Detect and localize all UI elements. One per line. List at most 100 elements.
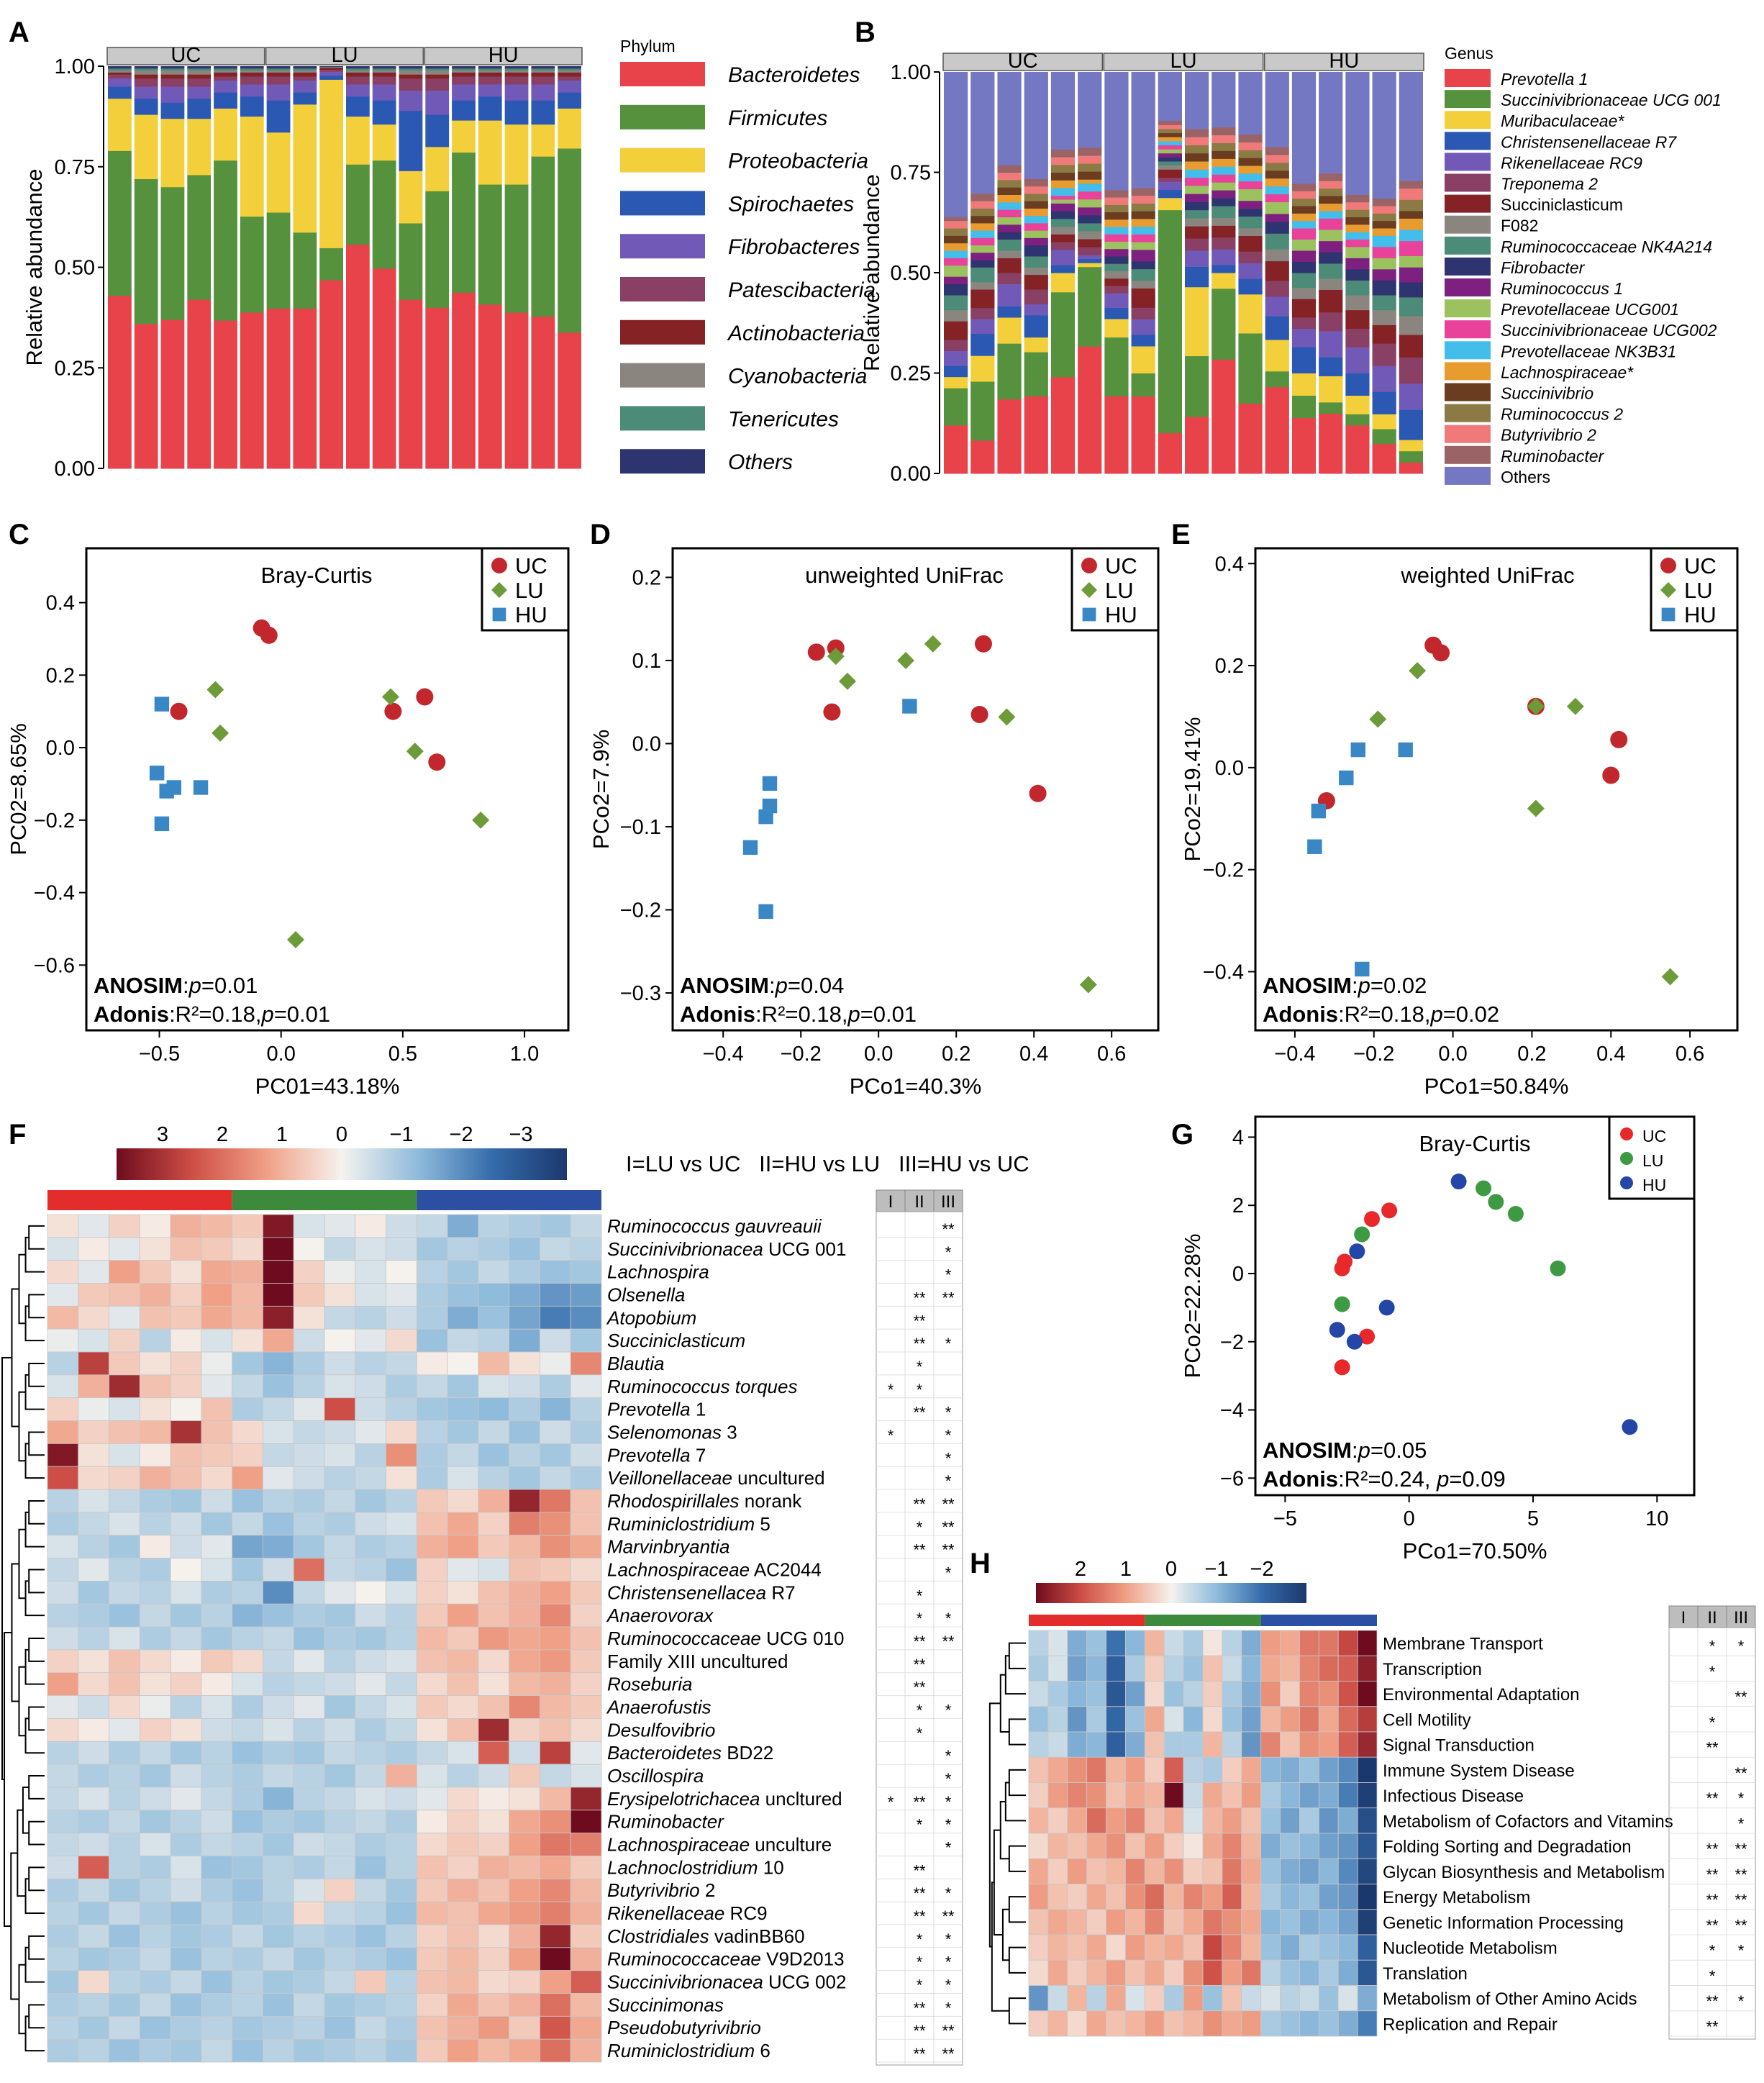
heatmap-cell <box>232 1626 263 1651</box>
sig-mark: ** <box>913 1907 926 1925</box>
heatmap-cell <box>1337 1934 1358 1961</box>
bar-segment <box>452 72 476 77</box>
heatmap-cell <box>386 1214 417 1238</box>
heatmap-cell <box>386 1397 417 1421</box>
bar-segment <box>504 312 529 469</box>
data-point <box>1307 839 1322 854</box>
heatmap-cell <box>1106 1833 1126 1859</box>
heatmap-cell <box>1183 1756 1204 1783</box>
sig-mark: * <box>945 1472 952 1490</box>
bar-segment <box>1024 352 1048 396</box>
heatmap-cell <box>109 1993 140 2017</box>
heatmap-cell <box>201 1718 233 1742</box>
heatmap-cell <box>355 1764 386 1788</box>
sig-mark: ** <box>1706 1841 1719 1859</box>
heatmap-cell <box>1280 1985 1300 2012</box>
panel-label: F <box>9 1119 26 1151</box>
bar-segment <box>1024 237 1048 246</box>
heatmap-cell <box>47 1512 79 1536</box>
heatmap-cell <box>1299 1959 1319 1986</box>
heatmap-cell <box>1067 1756 1088 1783</box>
heatmap-cell <box>139 1672 171 1696</box>
y-tick-label: 0.0 <box>632 732 661 755</box>
heatmap-cell <box>386 1718 417 1742</box>
heatmap-cell <box>355 1833 386 1856</box>
bar-segment <box>1104 278 1129 286</box>
legend-swatch <box>1445 194 1491 213</box>
heatmap-cell <box>478 1374 510 1399</box>
bar-segment <box>944 228 968 236</box>
legend-marker <box>1661 607 1676 622</box>
heatmap-cell <box>232 1443 263 1467</box>
heatmap-cell <box>232 1970 263 1994</box>
heatmap-cell <box>1047 1934 1068 1961</box>
sig-mark: * <box>1709 1967 1716 1985</box>
heatmap-cell <box>1241 1934 1262 1961</box>
heatmap-cell <box>1086 1681 1106 1707</box>
bar-segment <box>1319 210 1343 219</box>
heatmap-cell <box>1047 1681 1068 1707</box>
heatmap-cell <box>509 1833 540 1856</box>
heatmap-cell <box>47 1810 79 1834</box>
heatmap-cell <box>170 1328 202 1353</box>
colorbar <box>1036 1583 1306 1603</box>
heatmap-cell <box>1222 1858 1242 1884</box>
heatmap-cell <box>1183 1858 1204 1884</box>
heatmap-cell <box>1260 1959 1281 1986</box>
bar-segment <box>1185 145 1209 154</box>
heatmap-cell <box>170 1993 202 2017</box>
heatmap-cell <box>1202 1655 1223 1682</box>
bar-segment <box>944 220 968 229</box>
heatmap-cell <box>1357 1909 1378 1935</box>
heatmap-cell <box>1299 1756 1319 1783</box>
heatmap-cell <box>109 1237 140 1261</box>
bar-segment <box>997 72 1022 165</box>
data-point <box>193 780 209 795</box>
row-label-part: Anaerofustis <box>606 1697 711 1718</box>
bar-segment <box>187 74 212 79</box>
heatmap-cell <box>170 1489 202 1513</box>
data-point <box>1622 1419 1638 1435</box>
row-label-part: UCG 002 <box>763 1971 847 1993</box>
heatmap-cell <box>1163 1909 1184 1935</box>
heatmap-cell <box>509 1397 540 1421</box>
heatmap-cell <box>447 1283 479 1307</box>
bar-segment <box>1238 150 1263 158</box>
heatmap-cell <box>478 1856 510 1879</box>
heatmap-cell <box>570 1649 602 1674</box>
heatmap-cell <box>201 1305 233 1330</box>
heatmap-cells <box>47 1214 602 2063</box>
heatmap-cell <box>78 1603 109 1628</box>
heatmap-cell <box>416 1947 448 1971</box>
heatmap-cell <box>201 1214 233 1238</box>
row-label: Prevotella 7 <box>607 1444 706 1466</box>
x-axis-title: PCo1=40.3% <box>850 1074 982 1099</box>
sig-mark: * <box>888 1381 894 1399</box>
data-points <box>742 635 1097 994</box>
row-label: Ruminococcus gauvreauii <box>607 1215 822 1237</box>
bar-segment <box>1050 172 1076 181</box>
row-label: Succinivibrionacea UCG 001 <box>607 1238 846 1260</box>
row-label: Lachnoclostridium 10 <box>607 1856 784 1878</box>
heatmap-cell <box>170 1283 202 1307</box>
panel-label: E <box>1171 519 1191 550</box>
heatmap-cell <box>478 1512 510 1536</box>
colorbar-tick-label: 2 <box>217 1123 228 1146</box>
heatmap-cell <box>263 1947 294 1971</box>
heatmap-cell <box>324 1397 356 1421</box>
heatmap-cell <box>416 1901 448 1925</box>
heatmap-cell <box>1047 1655 1068 1682</box>
heatmap-cell <box>1260 1909 1281 1935</box>
heatmap-cell <box>78 1764 109 1788</box>
row-dendrogram <box>988 1642 1026 2025</box>
heatmap-cell <box>1086 1959 1106 1986</box>
heatmap-cell <box>201 1581 233 1605</box>
row-label: Rikenellaceae RC9 <box>607 1902 768 1924</box>
data-point <box>428 753 446 771</box>
heatmap-cell <box>201 1970 233 1994</box>
heatmap-cell <box>139 1466 171 1490</box>
heatmap-cell <box>293 1649 325 1674</box>
bar-segment <box>1399 267 1423 283</box>
bar-segment <box>346 116 370 165</box>
legend-entry: Ruminococcus 1 <box>1501 279 1623 298</box>
